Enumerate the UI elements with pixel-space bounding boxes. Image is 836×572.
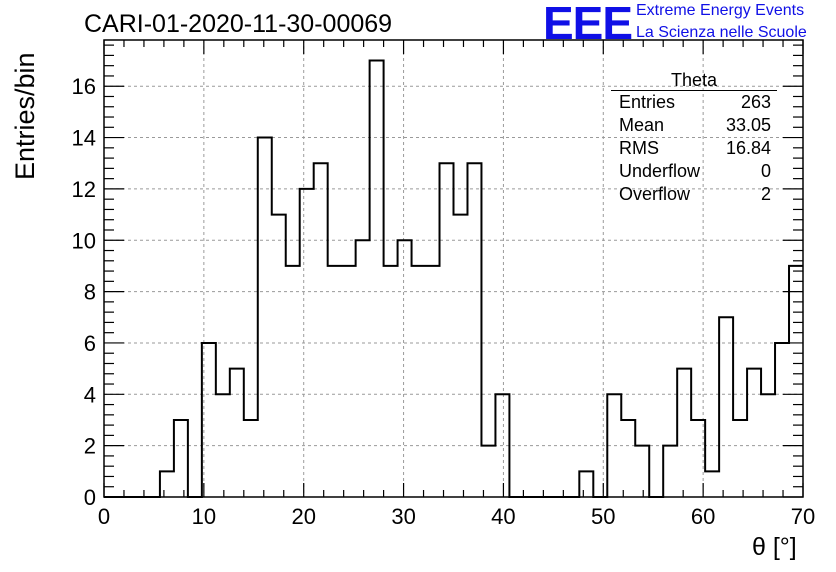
x-tick-label: 60 [691,504,715,529]
stats-label: RMS [619,138,659,158]
stats-row: Underflow 0 [611,160,777,183]
stats-label: Overflow [619,184,691,204]
stats-value: 263 [740,92,771,112]
brand-line-2: La Scienza nelle Scuole [636,24,807,41]
plot-frame [103,39,804,498]
y-tick-label: 4 [84,382,96,407]
histogram-series-theta [104,59,803,498]
y-tick-label: 16 [72,74,96,99]
stats-row: RMS 16.84 [611,137,777,160]
y-tick-label: 0 [84,485,96,510]
stats-label: Mean [619,115,665,135]
stats-value: 0 [760,161,771,181]
x-tick-label: 10 [192,504,216,529]
x-tick-label: 30 [391,504,415,529]
x-axis-label: θ [°] [752,533,797,561]
stats-value: 33.05 [725,115,771,135]
x-tick-label: 40 [491,504,515,529]
y-tick-label: 12 [72,177,96,202]
y-tick-label: 8 [84,280,96,305]
stats-row: Overflow 2 [611,183,777,206]
y-tick-label: 14 [72,126,96,151]
x-tick-label: 70 [791,504,815,529]
y-tick-label: 6 [84,331,96,356]
stats-row: Entries 263 [611,91,777,114]
x-tick-label: 20 [291,504,315,529]
y-tick-label: 2 [84,434,96,459]
y-tick-label: 10 [72,228,96,253]
stats-value: 16.84 [725,138,771,158]
stats-row: Mean 33.05 [611,114,777,137]
stats-value: 2 [760,184,771,204]
stats-label: Entries [619,92,676,112]
x-tick-label: 50 [591,504,615,529]
axes [103,39,804,498]
tick-marks [103,40,804,498]
stats-label: Underflow [619,161,701,181]
x-tick-label: 0 [98,504,110,529]
run-title: CARI-01-2020-11-30-00069 [84,10,393,38]
stats-title: Theta [611,70,777,91]
brand-line-1: Extreme Energy Events [636,2,805,19]
eee-logo: EEE [543,0,633,49]
stats-box: Theta Entries 263 Mean 33.05 RMS 16.84 Unde… [611,70,777,206]
y-axis-label: Entries/bin [10,52,40,180]
